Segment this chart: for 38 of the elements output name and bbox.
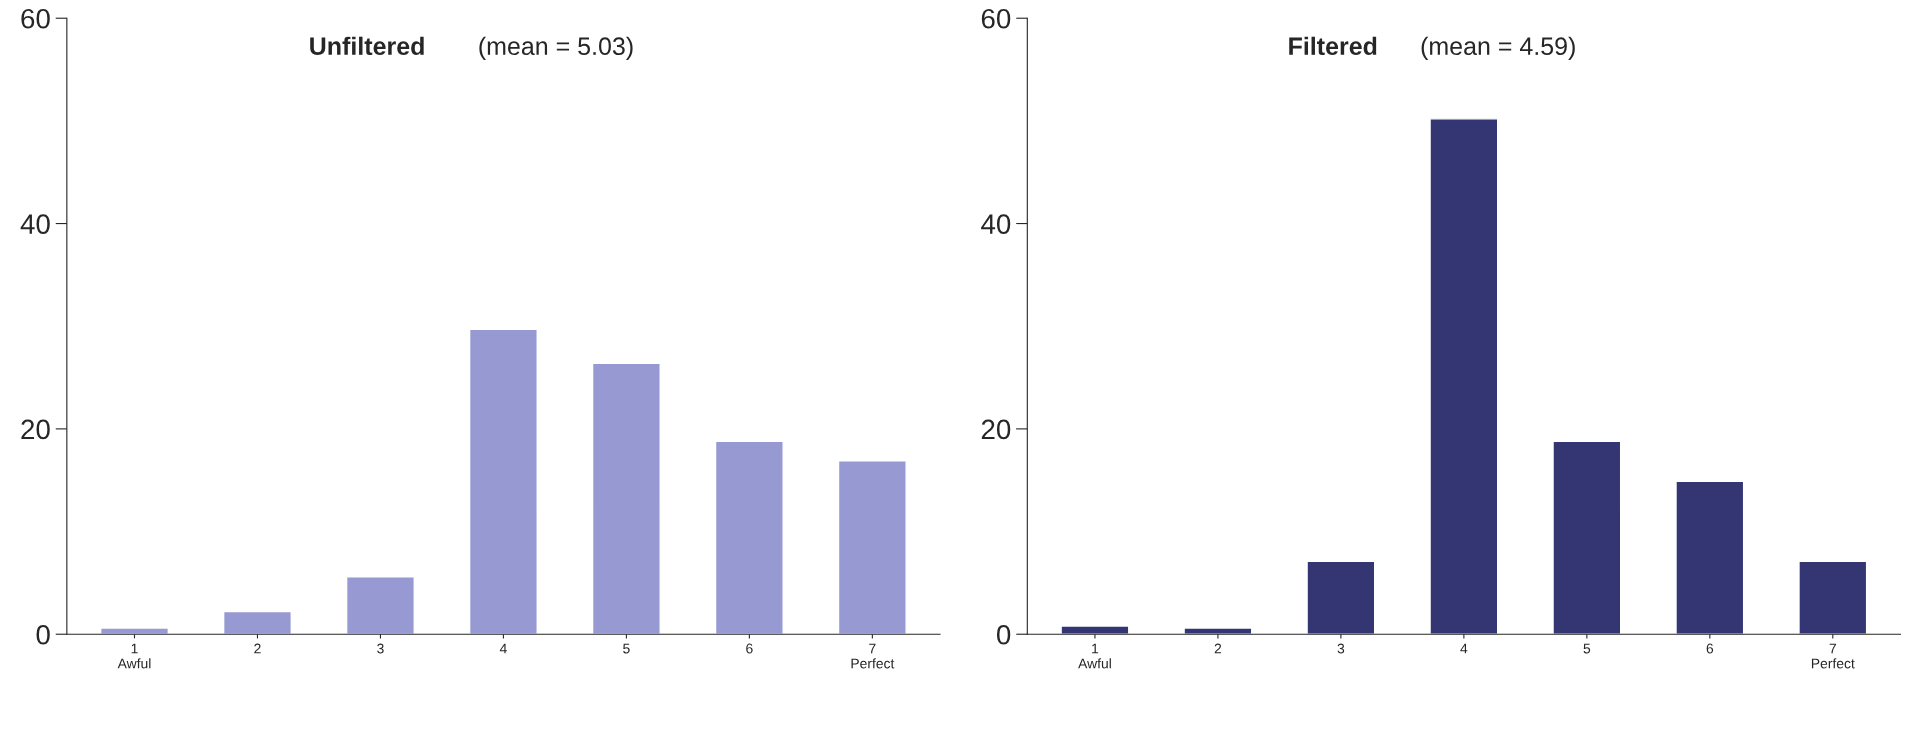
- bar: [222, 610, 292, 635]
- bar: [1060, 625, 1130, 635]
- bar: [1675, 480, 1745, 635]
- bar: [345, 576, 415, 635]
- x-tick-label: 4: [499, 643, 507, 654]
- bar: [1183, 627, 1253, 635]
- chart-title: Unfiltered (mean = 5.03): [310, 36, 633, 60]
- bar: [468, 328, 538, 635]
- bar: [714, 440, 784, 635]
- bar: [1429, 118, 1499, 635]
- x-tick-label: 1 Awful: [117, 643, 151, 669]
- x-tick-label: 3: [1337, 643, 1345, 654]
- y-tick-label: 20: [21, 419, 50, 440]
- x-tick-label: 4: [1460, 643, 1468, 654]
- bar: [1798, 560, 1868, 635]
- x-tick-label: 1 Awful: [1078, 643, 1111, 669]
- x-tick-label: 5: [1583, 643, 1591, 654]
- y-tick-label: 20: [981, 419, 1011, 440]
- y-tick-label: 0: [996, 624, 1011, 645]
- chart-title: Filtered (mean = 4.59): [1289, 36, 1575, 60]
- bar: [1306, 560, 1376, 635]
- x-tick-label: 3: [377, 643, 384, 654]
- x-tick-label: 2: [254, 643, 261, 654]
- y-tick-label: 40: [981, 214, 1011, 234]
- y-tick-label: 60: [21, 8, 50, 29]
- bar: [1552, 440, 1622, 635]
- x-tick-label: 6: [746, 643, 753, 654]
- x-tick-label: 7 Perfect: [851, 643, 895, 669]
- y-tick-label: 60: [981, 8, 1011, 29]
- bar: [591, 362, 661, 635]
- bar: [837, 460, 907, 635]
- x-tick-label: 6: [1706, 643, 1714, 654]
- bar: [99, 627, 170, 635]
- x-tick-label: 7 Perfect: [1811, 643, 1855, 669]
- y-tick-label: 40: [20, 214, 50, 234]
- y-tick-label: 0: [36, 624, 50, 645]
- x-tick-label: 2: [1214, 643, 1222, 654]
- x-tick-label: 5: [623, 643, 630, 654]
